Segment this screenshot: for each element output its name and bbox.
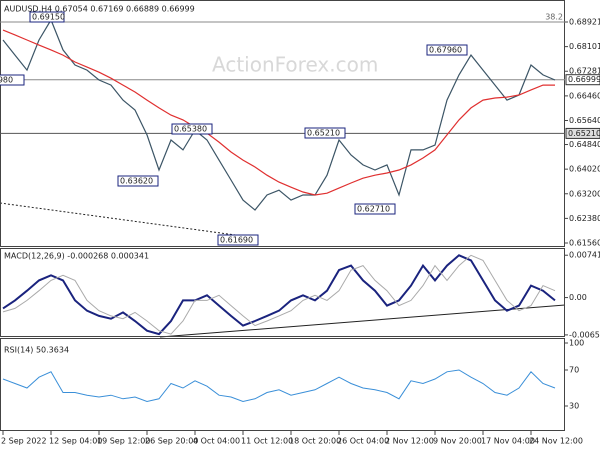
watermark: ActionForex.com [212,53,378,77]
annotation-box [217,234,259,246]
y-tick-label: 100 [569,339,584,348]
x-tick-label: 9 Nov 20:00 [433,437,482,446]
x-tick-label: 2 Nov 12:00 [385,437,434,446]
x-tick-label: 2 Sep 2022 [1,437,47,446]
y-tick-label: -0.006532 [569,330,600,339]
annotation-box [354,203,396,215]
y-tick-label: 0.68921 [569,17,600,26]
level-tag-label: 0.65210 [568,129,600,138]
y-tick-label: 0.64840 [569,140,600,149]
x-tick-label: 17 Nov 04:00 [481,437,535,446]
series-line [2,254,556,335]
annotation-box [171,123,213,135]
y-tick-label: 0.66460 [569,91,600,100]
annotation-box [304,127,346,139]
annotation-box [426,44,468,56]
panel-title: MACD(12,26,9) -0.000268 0.000341 [4,252,149,261]
y-tick-label: 0.62380 [569,214,600,223]
x-tick-label: 19 Sep 12:00 [97,437,150,446]
annotation: 0.65980 [0,76,13,85]
panel-title: RSI(14) 50.3634 [4,346,69,355]
y-tick-label: 0.68101 [569,42,600,51]
annotation: 0.69150 [32,13,65,22]
annotation: 0.65210 [307,129,340,138]
y-tick-label: 0.64020 [569,165,600,174]
series-line [2,254,556,336]
x-tick-label: 26 Oct 04:00 [337,437,389,446]
y-tick-label: 0.61560 [569,239,600,248]
y-tick-label: 70 [569,366,579,375]
rsi-panel [0,338,565,431]
annotation-box [117,175,159,187]
level-tag-label: 0.66999 [568,75,600,84]
annotation-box [0,74,25,86]
y-tick-label: 0.67281 [569,67,600,76]
x-tick-label: 24 Nov 12:00 [529,437,583,446]
level-tag [565,127,600,139]
level-label: 38.2 [545,12,563,21]
y-tick-label: 0.007411 [569,251,600,260]
annotation: 0.62710 [357,205,390,214]
macd-trend-line [159,304,566,338]
annotation: 0.67960 [429,46,462,55]
annotation-box [29,11,65,23]
series-line [2,18,556,211]
x-tick-label: 26 Sep 20:00 [145,437,198,446]
x-tick-label: 18 Oct 20:00 [289,437,341,446]
price-panel [0,0,565,247]
annotation: 0.65380 [174,125,207,134]
y-tick-label: 0.00 [569,293,587,302]
x-tick-label: 4 Oct 04:00 [193,437,240,446]
macd-panel [0,248,565,337]
series-line [2,369,556,403]
y-tick-label: 0.63200 [569,189,600,198]
series-line [2,29,555,196]
annotation: 0.63620 [120,177,153,186]
annotation: 0.61690 [220,236,253,245]
x-tick-label: 11 Oct 12:00 [241,437,293,446]
y-tick-label: 0.65640 [569,116,600,125]
x-tick-label: 12 Sep 04:00 [49,437,102,446]
panel-title: AUDUSD,H4 0.67054 0.67169 0.66889 0.6699… [4,5,195,14]
level-tag [565,74,600,86]
y-tick-label: 30 [569,402,579,411]
